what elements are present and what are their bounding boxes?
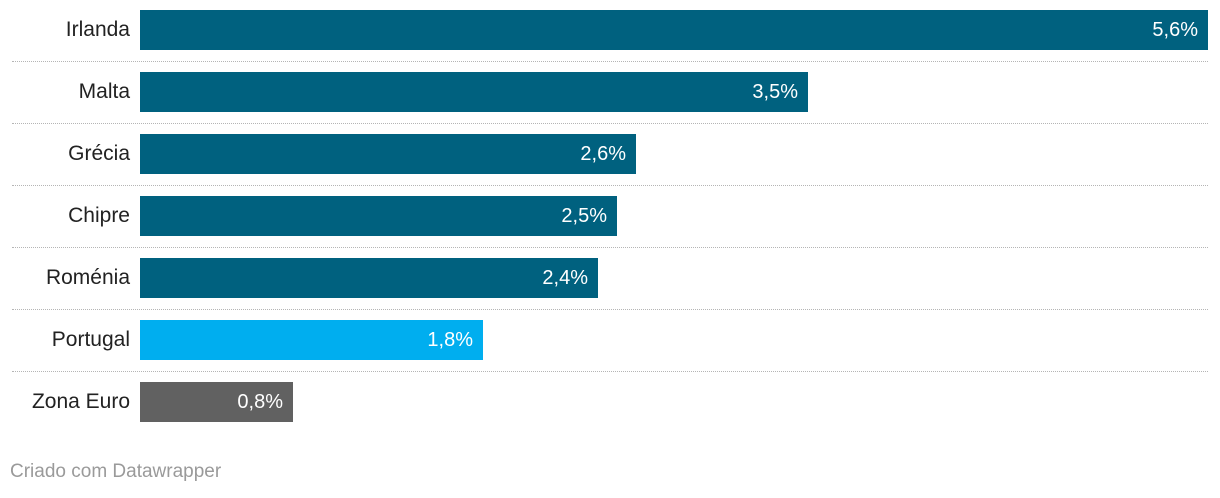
bar: 2,6% — [140, 134, 636, 174]
value-label: 1,8% — [427, 329, 473, 351]
row-divider — [12, 371, 1208, 372]
row-divider — [12, 247, 1208, 248]
category-label: Irlanda — [65, 18, 130, 41]
value-label: 2,5% — [561, 205, 607, 227]
bar: 2,4% — [140, 258, 598, 298]
category-label: Roménia — [45, 266, 130, 289]
category-label: Portugal — [51, 328, 130, 351]
bar: 3,5% — [140, 72, 808, 112]
category-label: Grécia — [68, 142, 130, 165]
bar: 2,5% — [140, 196, 617, 236]
bar: 1,8% — [140, 320, 483, 360]
value-label: 2,6% — [580, 143, 626, 165]
value-label: 5,6% — [1152, 19, 1198, 41]
category-label: Zona Euro — [31, 390, 130, 413]
category-label: Malta — [78, 80, 130, 103]
category-label: Chipre — [68, 204, 130, 227]
value-label: 3,5% — [752, 81, 798, 103]
row-divider — [12, 61, 1208, 62]
bar: 0,8% — [140, 382, 293, 422]
bar: 5,6% — [140, 10, 1208, 50]
row-divider — [12, 123, 1208, 124]
row-divider — [12, 185, 1208, 186]
bar-chart: Irlanda 5,6% Malta 3,5% Grécia 2,6% Chipre 2,5%… — [12, 10, 1208, 422]
value-label: 0,8% — [237, 391, 283, 413]
value-label: 2,4% — [542, 267, 588, 289]
row-divider — [12, 309, 1208, 310]
credit-text: Criado com Datawrapper — [10, 461, 222, 482]
